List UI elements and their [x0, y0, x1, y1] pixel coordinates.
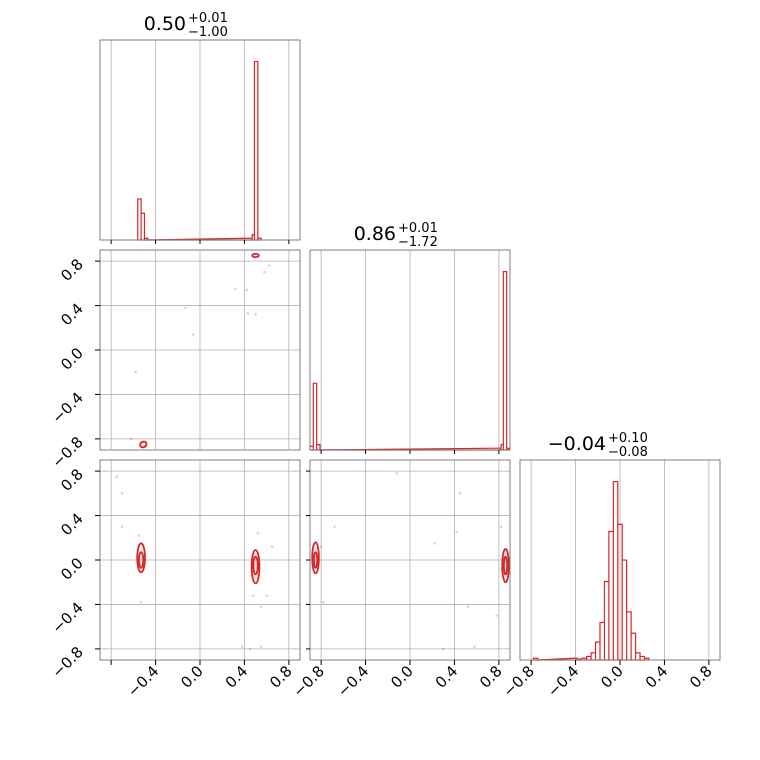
x-tick-label: −0.8: [499, 662, 537, 700]
x-tick-label: −0.4: [334, 662, 372, 700]
sample-point: [259, 605, 263, 608]
sample-point: [458, 492, 462, 495]
sample-point: [322, 600, 325, 604]
sample-point: [495, 614, 498, 617]
density-contour: [502, 555, 509, 576]
sample-point: [120, 492, 124, 495]
y-tick-label: −0.8: [48, 643, 86, 681]
histogram-p0: [137, 60, 262, 241]
sample-point: [270, 545, 274, 548]
title-plus-p1: +0.01: [398, 221, 438, 236]
x-tick-label: −0.4: [544, 662, 582, 700]
sample-point: [245, 288, 248, 292]
sample-point: [259, 645, 263, 648]
density-contour: [501, 547, 510, 584]
sample-point: [134, 370, 137, 374]
title-minus-p1: −1.72: [398, 235, 438, 250]
sample-point: [129, 437, 133, 441]
x-tick-label: 0.8: [686, 662, 716, 692]
sample-point: [455, 530, 458, 534]
sample-point: [256, 532, 260, 535]
density-contour: [139, 440, 148, 449]
y-tick-label: 0.0: [57, 344, 87, 374]
x-tick-label: 0.4: [432, 662, 462, 692]
x-tick-label: 0.4: [222, 662, 252, 692]
title-value-p1: 0.86: [354, 223, 396, 245]
sample-point: [192, 333, 195, 336]
x-tick-label: 0.4: [642, 662, 672, 692]
x-tick-label: −0.4: [124, 662, 162, 700]
x-tick-label: 0.0: [387, 662, 417, 692]
x-tick-label: 0.0: [177, 662, 207, 692]
density-contour: [312, 551, 319, 569]
y-tick-label: 0.0: [57, 554, 87, 584]
sample-point: [139, 600, 143, 604]
y-tick-label: −0.4: [48, 389, 86, 427]
y-tick-label: −0.4: [48, 599, 86, 637]
sample-point: [267, 264, 271, 267]
sample-point: [246, 312, 250, 315]
sample-point: [120, 525, 124, 528]
sample-point: [115, 475, 118, 478]
y-tick-label: 0.8: [57, 255, 87, 285]
sample-point: [252, 594, 255, 597]
title-plus-p0: +0.01: [188, 11, 228, 26]
sample-point: [137, 534, 141, 537]
title-value-p2: −0.04: [548, 433, 606, 455]
sample-point: [473, 645, 476, 648]
sample-point: [499, 525, 503, 528]
histogram-p1: [309, 271, 510, 451]
sample-point: [240, 645, 244, 648]
sample-point: [184, 306, 187, 310]
title-minus-p2: −0.08: [608, 445, 648, 460]
title-plus-p2: +0.10: [608, 431, 648, 446]
density-contour: [137, 551, 145, 569]
sample-point: [254, 313, 257, 316]
x-tick-label: −0.8: [289, 662, 327, 700]
sample-point: [433, 542, 436, 545]
title-minus-p0: −1.00: [188, 25, 228, 40]
sample-point: [319, 545, 323, 548]
x-tick-label: 0.0: [597, 662, 627, 692]
sample-point: [395, 472, 398, 475]
density-contour: [251, 252, 260, 259]
sample-point: [234, 287, 237, 291]
sample-point: [263, 270, 266, 274]
title-value-p0: 0.50: [144, 13, 186, 35]
sample-point: [265, 594, 268, 597]
sample-point: [248, 647, 252, 651]
histogram-p2: [532, 480, 650, 661]
y-tick-label: 0.4: [57, 510, 87, 540]
sample-point: [442, 647, 445, 651]
y-tick-label: −0.8: [48, 433, 86, 471]
sample-point: [333, 525, 336, 528]
density-contour: [252, 555, 259, 576]
sample-point: [466, 605, 470, 608]
y-tick-label: 0.4: [57, 300, 87, 330]
